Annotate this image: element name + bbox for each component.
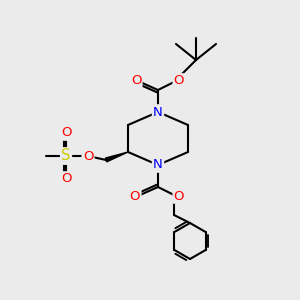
Text: O: O xyxy=(174,74,184,88)
Text: S: S xyxy=(61,148,71,164)
Text: O: O xyxy=(174,190,184,202)
Text: N: N xyxy=(153,158,163,172)
Polygon shape xyxy=(105,152,128,162)
Text: O: O xyxy=(61,127,71,140)
Text: O: O xyxy=(83,149,93,163)
Text: O: O xyxy=(61,172,71,185)
Text: O: O xyxy=(130,190,140,202)
Text: O: O xyxy=(131,74,141,88)
Text: N: N xyxy=(153,106,163,118)
